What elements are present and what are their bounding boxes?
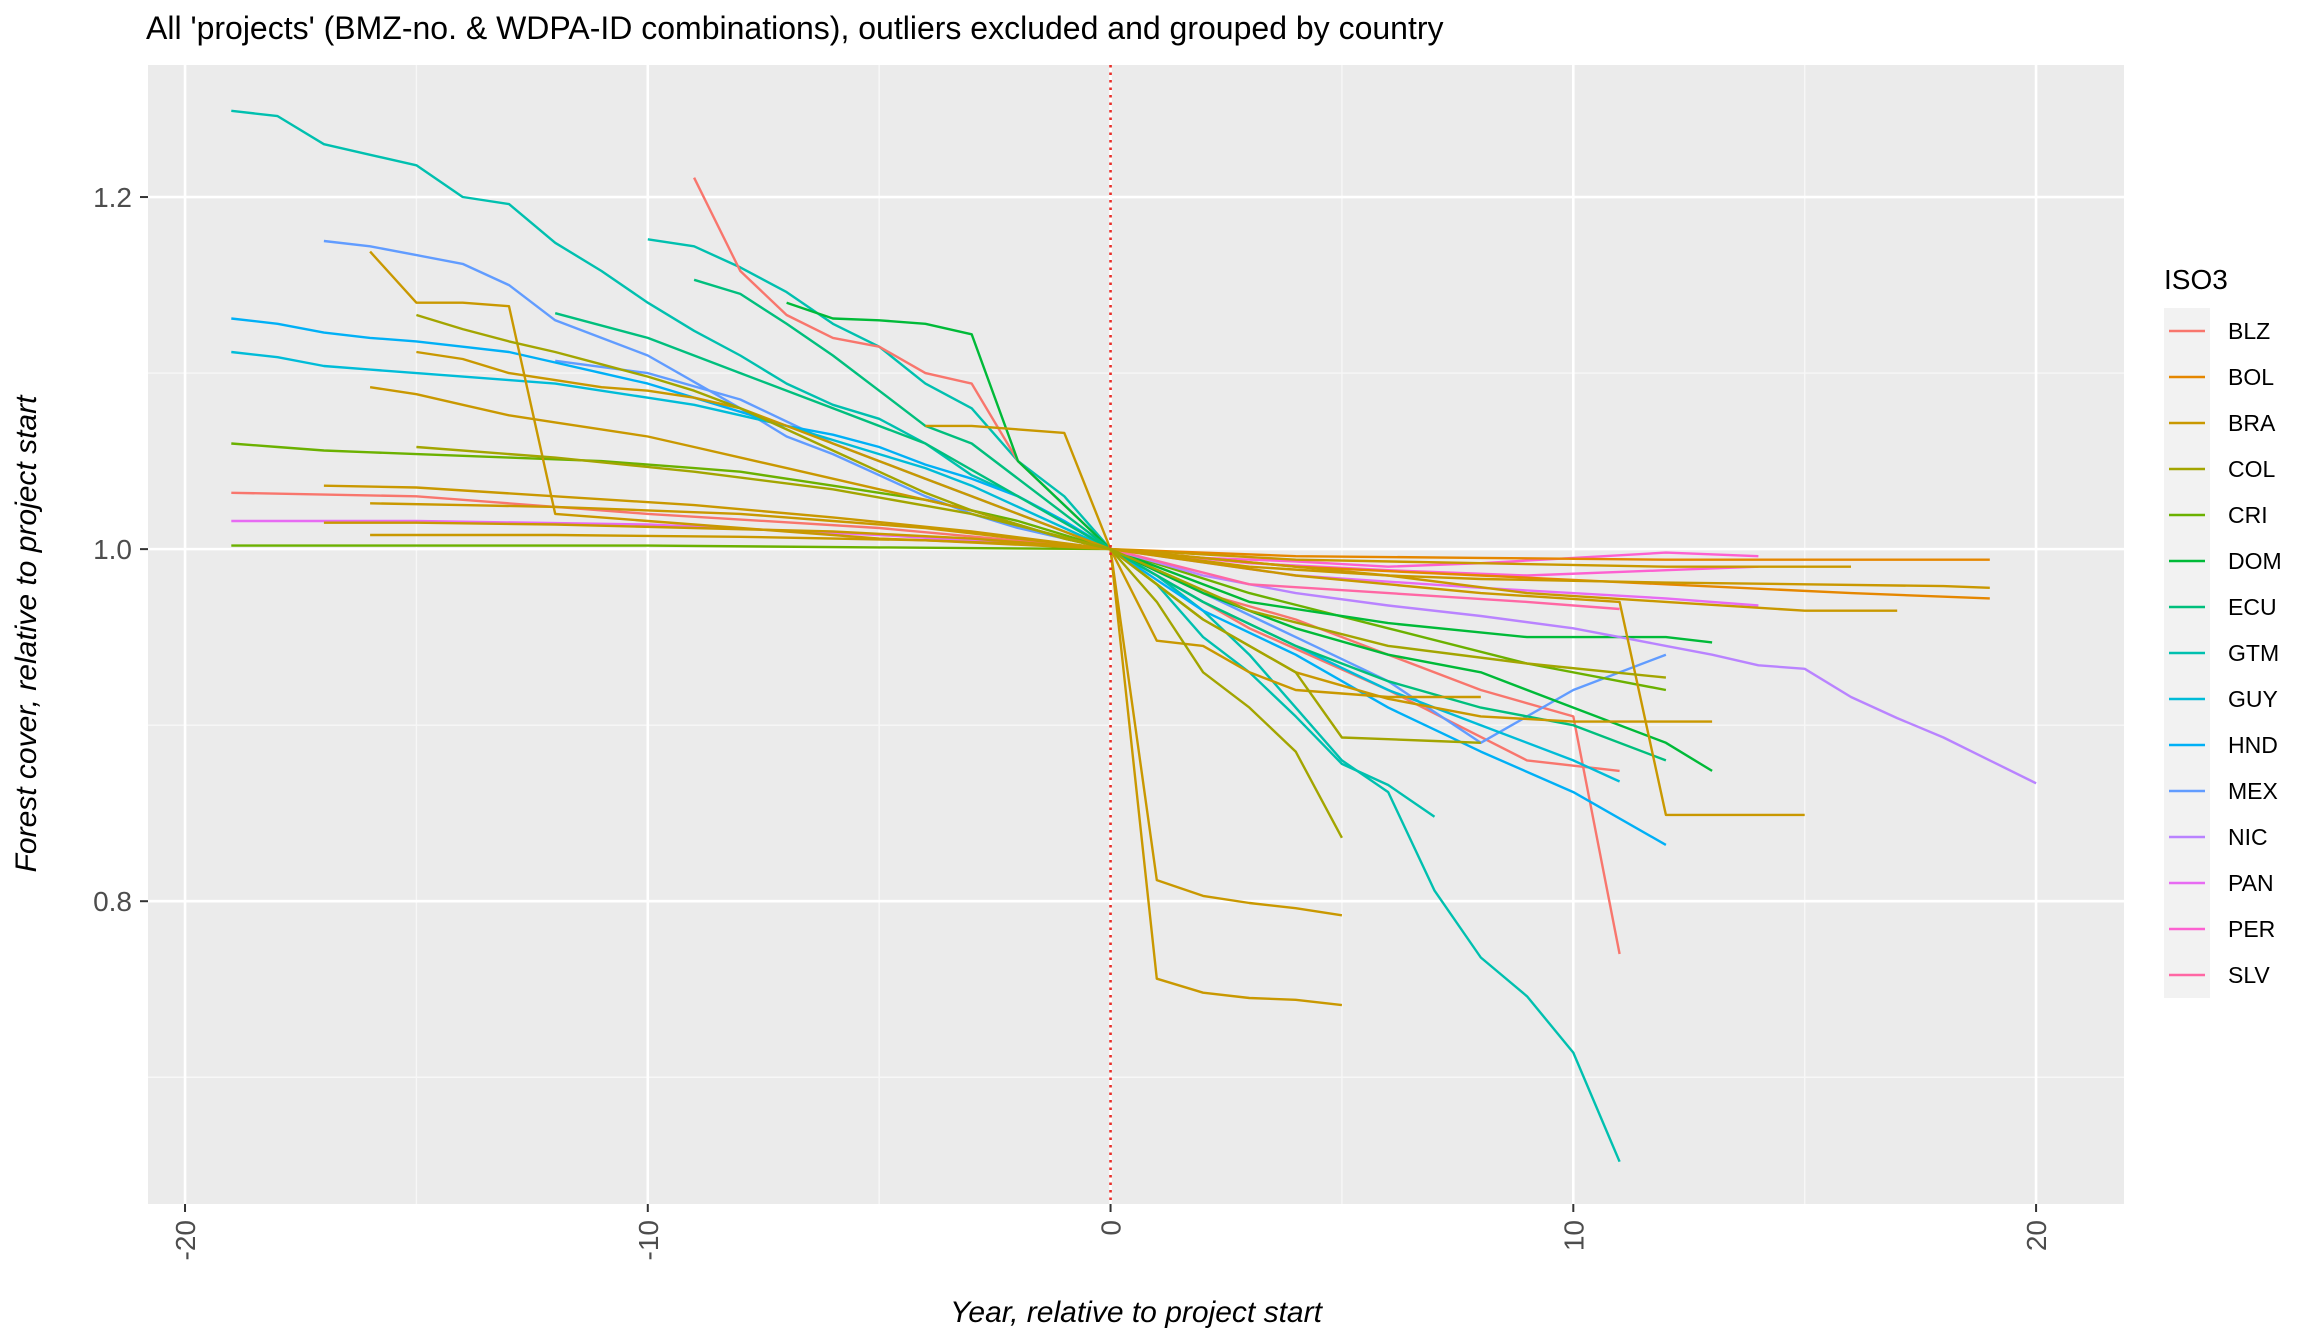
legend-label-bol: BOL — [2228, 364, 2274, 390]
series-line-dom-18 — [786, 301, 1112, 550]
series-line-guy-13 — [231, 350, 1111, 551]
x-tick-label: 0 — [1096, 1220, 1127, 1236]
series-line-hnd-11 — [231, 317, 1112, 551]
legend-label-gtm: GTM — [2228, 640, 2279, 666]
legend-items: BLZ BOL BRA COL CRI DOM ECU GTM GUY HND MEX NIC PAN P… — [2164, 308, 2282, 998]
legend-label-guy: GUY — [2228, 686, 2278, 712]
series-line-bra-39 — [1109, 548, 1481, 699]
legend-label-nic: NIC — [2228, 824, 2268, 850]
series-line-bra-33 — [1109, 548, 1343, 917]
series-line-cri-16 — [231, 544, 1111, 551]
series-line-ecu-21 — [693, 278, 1112, 551]
y-axis: 0.8 1.0 1.2 — [93, 182, 148, 917]
series-line-gtm-0 — [231, 109, 1112, 551]
legend-label-blz: BLZ — [2228, 318, 2270, 344]
series-line-hnd-12 — [1109, 548, 1667, 846]
series-line-bra-45 — [323, 521, 1111, 551]
series-line-bra-43 — [323, 484, 1111, 551]
legend: ISO3 BLZ BOL BRA COL CRI DOM ECU GTM GUY HND MEX NI… — [2164, 264, 2282, 998]
y-tick-label: 0.8 — [93, 886, 132, 917]
series-line-bra-42 — [1110, 547, 1898, 612]
x-tick-label: 20 — [2021, 1220, 2052, 1251]
y-axis-label: Forest cover, relative to project start — [10, 394, 43, 873]
y-tick-label: 1.0 — [93, 534, 132, 565]
legend-label-pan: PAN — [2228, 870, 2274, 896]
legend-label-per: PER — [2228, 916, 2275, 942]
series-line-bra-46 — [370, 533, 1111, 551]
legend-label-col: COL — [2228, 456, 2276, 482]
x-tick-label: -10 — [633, 1220, 664, 1260]
series-line-bra-36 — [1110, 547, 1805, 817]
series-line-col-49 — [1109, 548, 1343, 839]
series-line-gtm-3 — [1109, 548, 1436, 818]
chart-title: All 'projects' (BMZ-no. & WDPA-ID combin… — [146, 10, 1444, 46]
x-axis: -20 -10 0 10 20 — [170, 1204, 2052, 1260]
legend-title: ISO3 — [2164, 264, 2228, 295]
series-line-col-50 — [1109, 548, 1481, 744]
series-line-dom-19 — [1109, 548, 1713, 772]
series-line-bra-38 — [416, 350, 1111, 551]
series-line-bra-35 — [925, 424, 1112, 550]
plot-panel — [148, 65, 2124, 1204]
series-line-blz-6 — [231, 491, 1111, 551]
series-line-bra-47 — [1110, 547, 1851, 568]
legend-label-ecu: ECU — [2228, 594, 2277, 620]
legend-label-bra: BRA — [2228, 410, 2276, 436]
y-tick-label: 1.2 — [93, 182, 132, 213]
series-line-bra-40 — [1110, 547, 1990, 589]
legend-label-cri: CRI — [2228, 502, 2268, 528]
legend-label-hnd: HND — [2228, 732, 2278, 758]
series-line-pan-25 — [231, 519, 1111, 551]
series-line-bra-44 — [370, 502, 1111, 551]
series-line-cri-17 — [1110, 547, 1667, 692]
x-axis-label: Year, relative to project start — [950, 1296, 1324, 1329]
x-tick-label: 10 — [1558, 1220, 1589, 1251]
series-line-slv-29 — [1110, 547, 1620, 611]
series-line-col-48 — [416, 313, 1111, 551]
x-tick-label: -20 — [170, 1220, 201, 1260]
series-line-bra-34 — [1109, 548, 1343, 1007]
series-line-col-52 — [1110, 548, 1667, 679]
legend-label-dom: DOM — [2228, 548, 2282, 574]
legend-label-slv: SLV — [2228, 962, 2270, 988]
series-line-ecu-23 — [554, 312, 1112, 551]
legend-label-mex: MEX — [2228, 778, 2278, 804]
series-layer — [231, 109, 2037, 1163]
series-line-col-51 — [416, 445, 1111, 551]
series-line-nic-24 — [1110, 547, 2037, 785]
series-line-bol-31 — [1110, 547, 1990, 561]
series-line-ecu-22 — [1109, 548, 1667, 762]
series-line-dom-20 — [1110, 547, 1713, 644]
